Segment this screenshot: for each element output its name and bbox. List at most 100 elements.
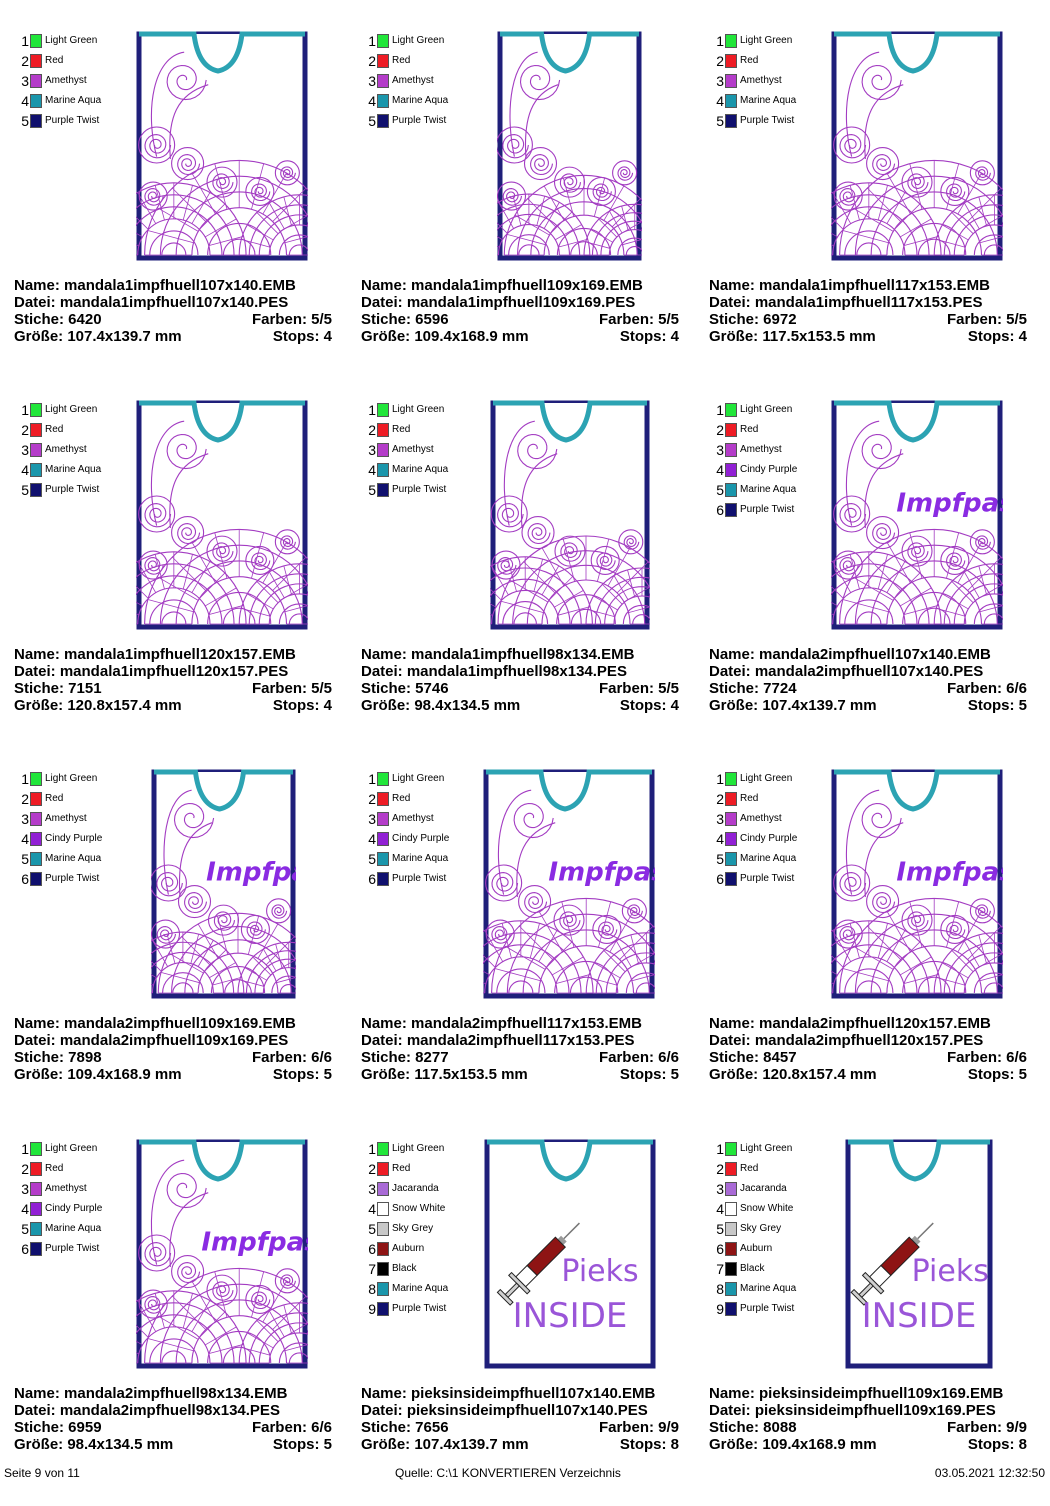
thread-name: Snow White xyxy=(740,1203,794,1214)
design-file: Datei: mandala2impfhuell107x140.PES xyxy=(709,663,984,680)
thread-number: 1 xyxy=(368,771,376,787)
design-info: Name: mandala2impfhuell107x140.EMB Datei:… xyxy=(709,646,1027,714)
color-count: Farben: 5/5 xyxy=(598,680,679,697)
design-name: Name: mandala1impfhuell120x157.EMB xyxy=(14,646,296,663)
thread-number: 2 xyxy=(716,422,724,438)
design-name: Name: mandala1impfhuell117x153.EMB xyxy=(709,277,990,294)
design-card: 1 Light Green 2 Red 3 Amethyst 4 Marine Aqua 5 Pu… xyxy=(361,398,691,767)
thread-swatch xyxy=(725,443,737,457)
info-row: Stiche: 8277 Farben: 6/6 xyxy=(361,1049,679,1066)
design-card: 1 Light Green 2 Red 3 Amethyst 4 Marine Aqua 5 Pu… xyxy=(14,398,344,767)
thread-name: Red xyxy=(740,55,759,66)
design-size: Größe: 117.5x153.5 mm xyxy=(361,1066,528,1083)
inside-embroidery-text: INSIDE xyxy=(862,1296,977,1336)
page-number: Seite 9 von 11 xyxy=(4,1466,80,1480)
thread-color-row: 1 Light Green xyxy=(713,769,797,789)
thread-color-row: 3 Amethyst xyxy=(713,71,796,91)
thread-name: Marine Aqua xyxy=(740,853,797,864)
thread-number: 7 xyxy=(716,1261,724,1277)
design-file: Datei: mandala2impfhuell120x157.PES xyxy=(709,1032,984,1049)
thread-color-row: 2 Red xyxy=(365,420,448,440)
design-size: Größe: 117.5x153.5 mm xyxy=(709,328,876,345)
thread-swatch xyxy=(377,1282,389,1296)
thread-swatch xyxy=(725,872,737,886)
thread-color-row: 2 Red xyxy=(713,51,796,71)
thread-swatch xyxy=(30,832,42,846)
design-size: Größe: 120.8x157.4 mm xyxy=(709,1066,877,1083)
thread-number: 1 xyxy=(368,33,376,49)
thread-color-row: 2 Red xyxy=(365,51,448,71)
thread-name: Amethyst xyxy=(392,444,434,455)
thread-swatch xyxy=(725,34,737,48)
thread-number: 5 xyxy=(716,1221,724,1237)
thread-color-row: 2 Red xyxy=(18,789,102,809)
impfpass-embroidery-text: Impfpass xyxy=(201,1228,308,1258)
thread-color-row: 1 Light Green xyxy=(18,400,101,420)
thread-swatch xyxy=(377,772,389,786)
thread-number: 3 xyxy=(716,1181,724,1197)
info-row: Größe: 109.4x168.9 mm Stops: 8 xyxy=(709,1436,1027,1453)
thread-swatch xyxy=(725,94,737,108)
design-name: Name: pieksinsideimpfhuell109x169.EMB xyxy=(709,1385,1004,1402)
thread-number: 5 xyxy=(21,851,29,867)
color-count: Farben: 6/6 xyxy=(251,1049,332,1066)
thread-number: 5 xyxy=(368,113,376,129)
design-info: Name: mandala2impfhuell120x157.EMB Datei:… xyxy=(709,1015,1027,1083)
thread-number: 1 xyxy=(21,33,29,49)
stop-count: Stops: 4 xyxy=(619,697,679,714)
thread-number: 6 xyxy=(716,871,724,887)
embroidery-design-preview xyxy=(831,31,1003,261)
thread-color-row: 4 Cindy Purple xyxy=(713,460,797,480)
color-count: Farben: 6/6 xyxy=(251,1419,332,1436)
thread-number: 2 xyxy=(368,791,376,807)
thread-swatch xyxy=(30,94,42,108)
stop-count: Stops: 4 xyxy=(619,328,679,345)
thread-name: Purple Twist xyxy=(740,504,795,515)
thread-number: 5 xyxy=(716,482,724,498)
thread-color-row: 1 Light Green xyxy=(365,769,449,789)
thread-name: Marine Aqua xyxy=(45,464,102,475)
thread-name: Marine Aqua xyxy=(740,1283,797,1294)
info-row: Stiche: 6596 Farben: 5/5 xyxy=(361,311,679,328)
thread-color-row: 2 Red xyxy=(713,420,797,440)
thread-color-row: 2 Red xyxy=(713,789,797,809)
thread-name: Cindy Purple xyxy=(740,464,798,475)
thread-name: Red xyxy=(45,55,64,66)
thread-name: Marine Aqua xyxy=(392,853,449,864)
info-row: Größe: 120.8x157.4 mm Stops: 5 xyxy=(709,1066,1027,1083)
thread-number: 6 xyxy=(368,871,376,887)
thread-name: Red xyxy=(740,793,759,804)
embroidery-design-preview xyxy=(497,31,642,261)
impfpass-embroidery-text: Impfpass xyxy=(896,858,1003,888)
thread-color-row: 7 Black xyxy=(713,1259,796,1279)
thread-number: 5 xyxy=(368,851,376,867)
color-count: Farben: 6/6 xyxy=(946,680,1027,697)
thread-swatch xyxy=(725,403,737,417)
thread-color-legend: 1 Light Green 2 Red 3 Amethyst 4 Cindy Purple 5 M… xyxy=(713,769,797,889)
thread-color-row: 1 Light Green xyxy=(365,400,448,420)
embroidery-design-preview: Impfpass xyxy=(831,769,1003,999)
info-row: Stiche: 7656 Farben: 9/9 xyxy=(361,1419,679,1436)
color-count: Farben: 9/9 xyxy=(946,1419,1027,1436)
thread-number: 2 xyxy=(368,53,376,69)
thread-swatch xyxy=(377,872,389,886)
thread-swatch xyxy=(30,1182,42,1196)
thread-swatch xyxy=(30,1222,42,1236)
design-card: 1 Light Green 2 Red 3 Amethyst 4 Marine Aqua 5 Pu… xyxy=(14,29,344,398)
thread-swatch xyxy=(725,54,737,68)
design-size: Größe: 107.4x139.7 mm xyxy=(361,1436,529,1453)
stop-count: Stops: 5 xyxy=(619,1066,679,1083)
thread-name: Purple Twist xyxy=(45,873,100,884)
thread-swatch xyxy=(725,1242,737,1256)
thread-color-row: 6 Auburn xyxy=(365,1239,448,1259)
thread-color-legend: 1 Light Green 2 Red 3 Jacaranda 4 Snow White 5 Sk… xyxy=(713,1139,796,1319)
thread-color-row: 4 Marine Aqua xyxy=(365,91,448,111)
thread-swatch xyxy=(30,1242,42,1256)
thread-number: 3 xyxy=(368,73,376,89)
thread-color-row: 1 Light Green xyxy=(365,1139,448,1159)
stop-count: Stops: 5 xyxy=(272,1066,332,1083)
thread-color-row: 4 Marine Aqua xyxy=(365,460,448,480)
thread-color-row: 6 Purple Twist xyxy=(713,869,797,889)
info-row: Stiche: 7151 Farben: 5/5 xyxy=(14,680,332,697)
thread-color-row: 5 Marine Aqua xyxy=(713,849,797,869)
